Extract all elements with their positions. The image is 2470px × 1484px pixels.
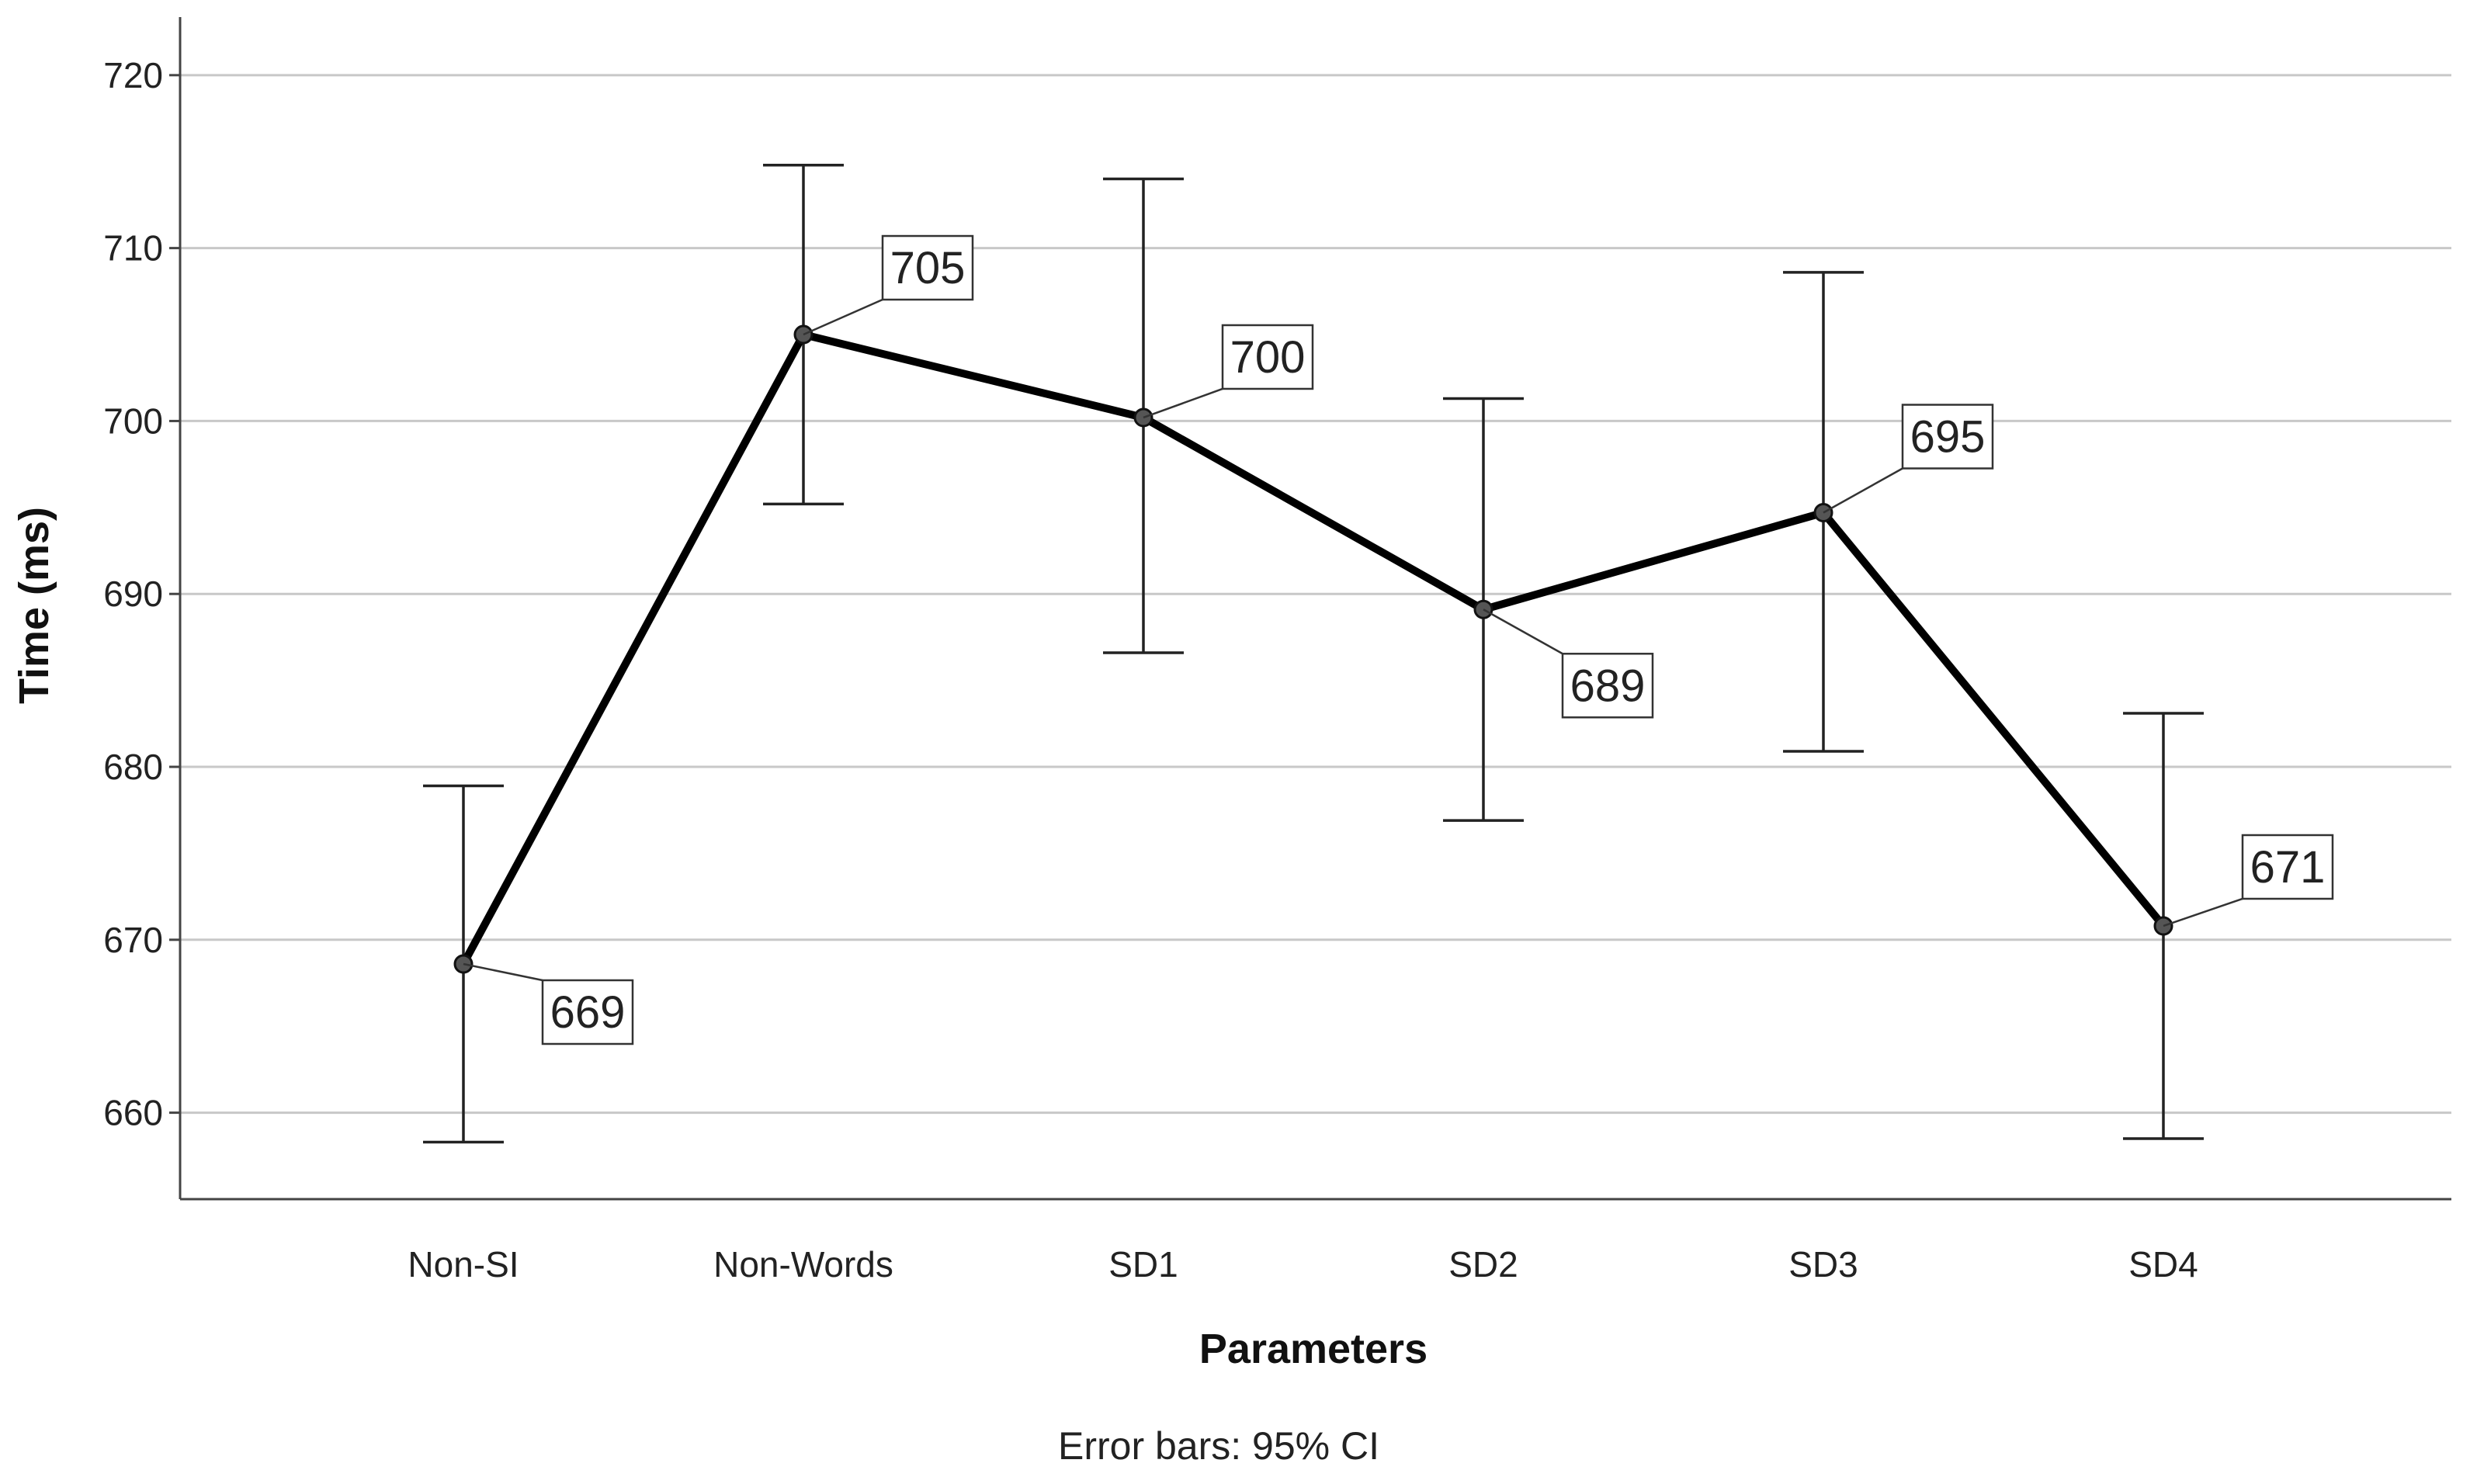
data-label: 689 — [1570, 661, 1646, 711]
data-label: 705 — [890, 243, 966, 293]
data-labels: 669 705 700 689 695 671 — [463, 234, 2334, 1045]
data-label-leader — [803, 298, 883, 336]
y-tick-label: 690 — [103, 574, 163, 614]
footnote: Error bars: 95% CI — [1058, 1424, 1379, 1468]
y-tick-label: 660 — [103, 1093, 163, 1133]
x-tick-label: SD4 — [2128, 1244, 2198, 1285]
y-tick-label: 700 — [103, 400, 163, 441]
data-label: 669 — [550, 987, 626, 1038]
x-tick-label: SD2 — [1448, 1244, 1518, 1285]
x-tick-label: Non-SI — [408, 1244, 519, 1285]
mean-line — [460, 331, 2167, 968]
y-tick-label: 720 — [103, 55, 163, 95]
y-tick-label: 680 — [103, 747, 163, 787]
x-tick-label: SD3 — [1788, 1244, 1858, 1285]
data-label: 700 — [1230, 332, 1306, 383]
data-label-leader — [2163, 897, 2243, 928]
data-label-box — [1561, 653, 1654, 719]
x-tick-label: Non-Words — [713, 1244, 893, 1285]
x-axis-title: Parameters — [1199, 1326, 1428, 1372]
data-label-leader — [1143, 387, 1223, 419]
data-label-leader — [463, 962, 543, 982]
y-axis-title: Time (ms) — [11, 507, 57, 704]
data-label-box — [881, 234, 974, 301]
data-label: 695 — [1910, 412, 1986, 463]
data-label-box — [2241, 834, 2334, 900]
y-tick-label: 710 — [103, 228, 163, 269]
x-tick-label: SD1 — [1108, 1244, 1178, 1285]
y-axis-ticks: 660 670 680 690 700 710 720 — [103, 55, 180, 1133]
series-line — [460, 331, 2167, 968]
data-label: 671 — [2250, 842, 2326, 893]
data-label-box — [1221, 324, 1314, 390]
x-axis-ticks: Non-SI Non-Words SD1 SD2 SD3 SD4 — [408, 1244, 2198, 1285]
y-tick-label: 670 — [103, 920, 163, 960]
axes — [179, 17, 2451, 1201]
data-label-box — [1901, 404, 1994, 470]
gridlines — [180, 74, 2451, 1115]
data-label-box — [541, 979, 634, 1045]
data-label-leader — [1483, 609, 1563, 655]
data-label-leader — [1823, 467, 1903, 514]
